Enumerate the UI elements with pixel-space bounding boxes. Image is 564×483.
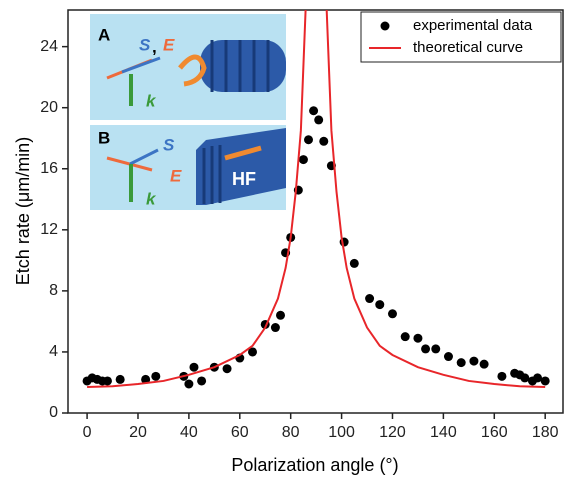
data-point	[365, 294, 375, 304]
y-axis-label: Etch rate (μm/min)	[13, 137, 33, 285]
data-point	[115, 374, 125, 384]
y-tick-label: 8	[49, 282, 58, 299]
y-tick-label: 24	[40, 38, 58, 55]
data-point	[413, 333, 423, 343]
comma: ,	[152, 37, 157, 56]
inset-b: B S E k HF	[90, 125, 286, 210]
x-tick-label: 180	[532, 424, 559, 441]
data-point	[540, 376, 550, 386]
data-point	[443, 352, 453, 362]
data-point	[387, 309, 397, 319]
legend-marker	[380, 21, 390, 31]
legend-label: theoretical curve	[413, 39, 523, 56]
curve	[87, 10, 546, 389]
data-point	[184, 379, 194, 389]
y-tick-label: 0	[49, 404, 58, 421]
x-tick-label: 120	[379, 424, 406, 441]
data-point	[141, 374, 151, 384]
data-point	[456, 358, 466, 368]
data-point	[497, 371, 507, 381]
x-tick-label: 160	[481, 424, 508, 441]
data-point	[533, 373, 543, 383]
y-tick-label: 4	[49, 343, 58, 360]
data-point	[375, 300, 385, 310]
helix-fiber	[178, 40, 286, 92]
x-tick-label: 100	[328, 424, 355, 441]
data-point	[102, 376, 112, 386]
data-point	[304, 135, 314, 145]
data-point	[400, 332, 410, 342]
data-point	[314, 115, 324, 125]
data-point	[421, 344, 431, 354]
inset-a: A S , E k	[90, 14, 286, 120]
data-point	[276, 310, 286, 320]
fiber-edges	[202, 145, 222, 204]
translation-arrow	[224, 145, 262, 161]
x-tick-label: 60	[231, 424, 249, 441]
s-arrow	[121, 56, 161, 74]
data-point	[298, 155, 308, 165]
x-tick-label: 0	[83, 424, 92, 441]
data-point	[270, 323, 280, 333]
s-label: S	[163, 135, 175, 154]
data-point	[349, 258, 359, 268]
data-point	[469, 356, 479, 366]
data-point	[431, 344, 441, 354]
data-point	[309, 106, 319, 116]
data-point	[151, 371, 161, 381]
data-point	[319, 136, 329, 146]
s-label: S	[139, 35, 151, 54]
data-point	[520, 373, 530, 383]
k-label: k	[146, 91, 157, 110]
fiber-rings	[210, 40, 270, 92]
inset-label: A	[98, 25, 110, 44]
x-axis-label: Polarization angle (°)	[231, 455, 398, 475]
x-tick-label: 80	[282, 424, 300, 441]
data-point	[222, 364, 232, 374]
rotation-arrow	[178, 54, 207, 87]
plot-marks	[82, 10, 550, 389]
data-point	[197, 376, 207, 386]
k-label: k	[146, 189, 157, 208]
e-label: E	[163, 35, 175, 54]
fiber	[200, 40, 286, 92]
legend-box	[360, 11, 562, 63]
inset-label: B	[98, 128, 110, 147]
data-point	[248, 347, 258, 357]
x-tick-label: 20	[129, 424, 147, 441]
data-point	[479, 359, 489, 369]
s-arrow	[129, 148, 159, 166]
y-tick-label: 20	[40, 99, 58, 116]
hf-label: HF	[232, 169, 256, 189]
x-tick-label: 140	[430, 424, 457, 441]
y-tick-label: 16	[40, 160, 58, 177]
legend-label: experimental data	[413, 17, 533, 34]
y-tick-label: 12	[40, 221, 58, 238]
x-tick-label: 40	[180, 424, 198, 441]
plot-frame	[67, 9, 564, 414]
e-label: E	[170, 166, 182, 185]
data-point	[189, 362, 199, 372]
